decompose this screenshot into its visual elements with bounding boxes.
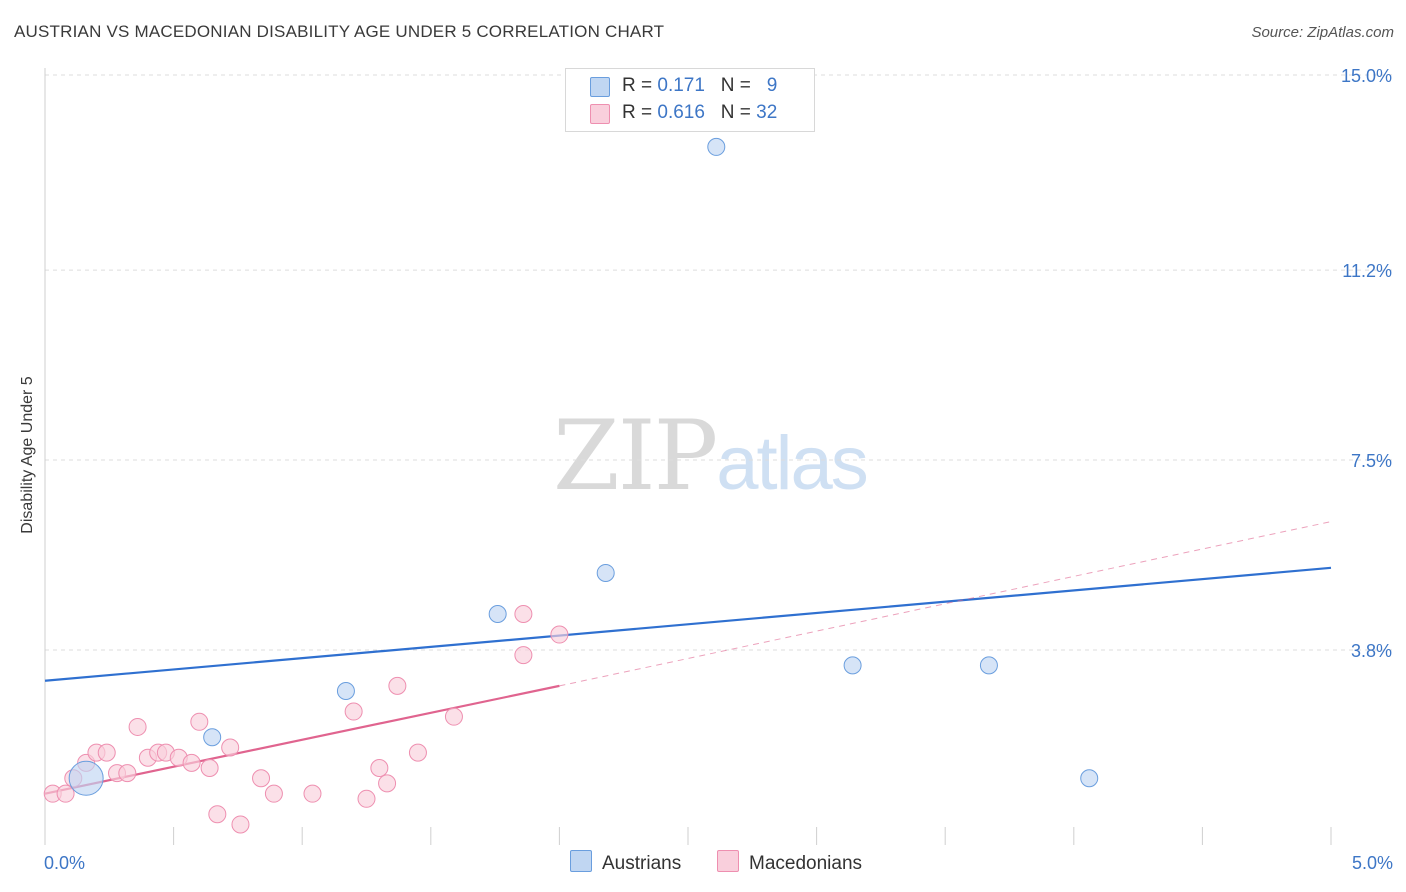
austrians-point [979,656,998,675]
macedonians-point [388,676,407,695]
y-tick-label: 3.8% [1351,641,1392,661]
series-label-austrians: Austrians [602,853,682,874]
axes [44,68,1332,845]
legend-r-value: 0.171 [657,75,705,96]
austrians-point [68,760,104,796]
macedonians-point [97,743,116,762]
legend-n-value: 9 [766,75,778,96]
correlation-legend: R = 0.171 N = 9 R = 0.616 N = 32 [565,68,815,132]
trend-lines [44,521,1332,795]
tick-labels: 3.8% 7.5% 11.2% 15.0% 0.0% 5.0% [44,66,1393,873]
series-legend-macedonians: Macedonians [717,850,862,875]
austrians-point [336,682,355,701]
series-label-macedonians: Macedonians [749,853,863,874]
austrians-point [596,563,615,582]
macedonians-point [444,707,463,726]
austrians-point [707,137,726,156]
austrians-point [203,728,222,747]
series-legend-austrians: Austrians [570,850,681,875]
legend-swatch-austrians [590,77,610,97]
data-points [43,137,1099,834]
y-tick-label: 11.2% [1342,261,1392,281]
series-swatch-macedonians [717,850,739,872]
series-swatch-austrians [570,850,592,872]
macedonians-point [514,605,533,624]
macedonians-point [182,753,201,772]
legend-n-label: N = [720,102,757,123]
austrians-point [1080,769,1099,788]
macedonians-point [231,815,250,834]
macedonians-point [221,738,240,757]
macedonians-trend-extension [559,521,1332,687]
legend-r-label: R = [622,75,658,96]
macedonians-point [128,717,147,736]
macedonians-point [370,759,389,778]
y-tick-label: 7.5% [1351,451,1392,471]
macedonians-point [357,789,376,808]
legend-n-value: 32 [756,102,778,123]
legend-n-label: N = [720,75,757,96]
macedonians-point [550,625,569,644]
watermark-atlas: atlas [716,421,869,506]
legend-r-label: R = [622,102,658,123]
macedonians-point [118,764,137,783]
austrians-trend-line [44,566,1332,682]
legend-swatch-macedonians [590,104,610,124]
macedonians-point [200,759,219,778]
y-tick-label: 15.0% [1341,66,1392,86]
macedonians-point [56,784,75,803]
macedonians-point [378,774,397,793]
grid [45,74,1392,651]
macedonians-point [408,743,427,762]
x-tick-label: 0.0% [44,853,85,873]
x-tick-label: 5.0% [1352,853,1393,873]
legend-r-value: 0.616 [657,102,705,123]
macedonians-point [514,646,533,665]
watermark-zip: ZIP [553,400,718,512]
macedonians-point [303,784,322,803]
macedonians-point [264,784,283,803]
austrians-point [843,656,862,675]
source-label: Source: ZipAtlas.com [1251,24,1394,41]
chart-title: AUSTRIAN VS MACEDONIAN DISABILITY AGE UN… [14,22,665,41]
macedonians-point [190,712,209,731]
macedonians-point [344,702,363,721]
macedonians-point [252,769,271,788]
watermark: ZIPatlas [553,400,869,512]
macedonians-point [208,805,227,824]
austrians-point [488,605,507,624]
